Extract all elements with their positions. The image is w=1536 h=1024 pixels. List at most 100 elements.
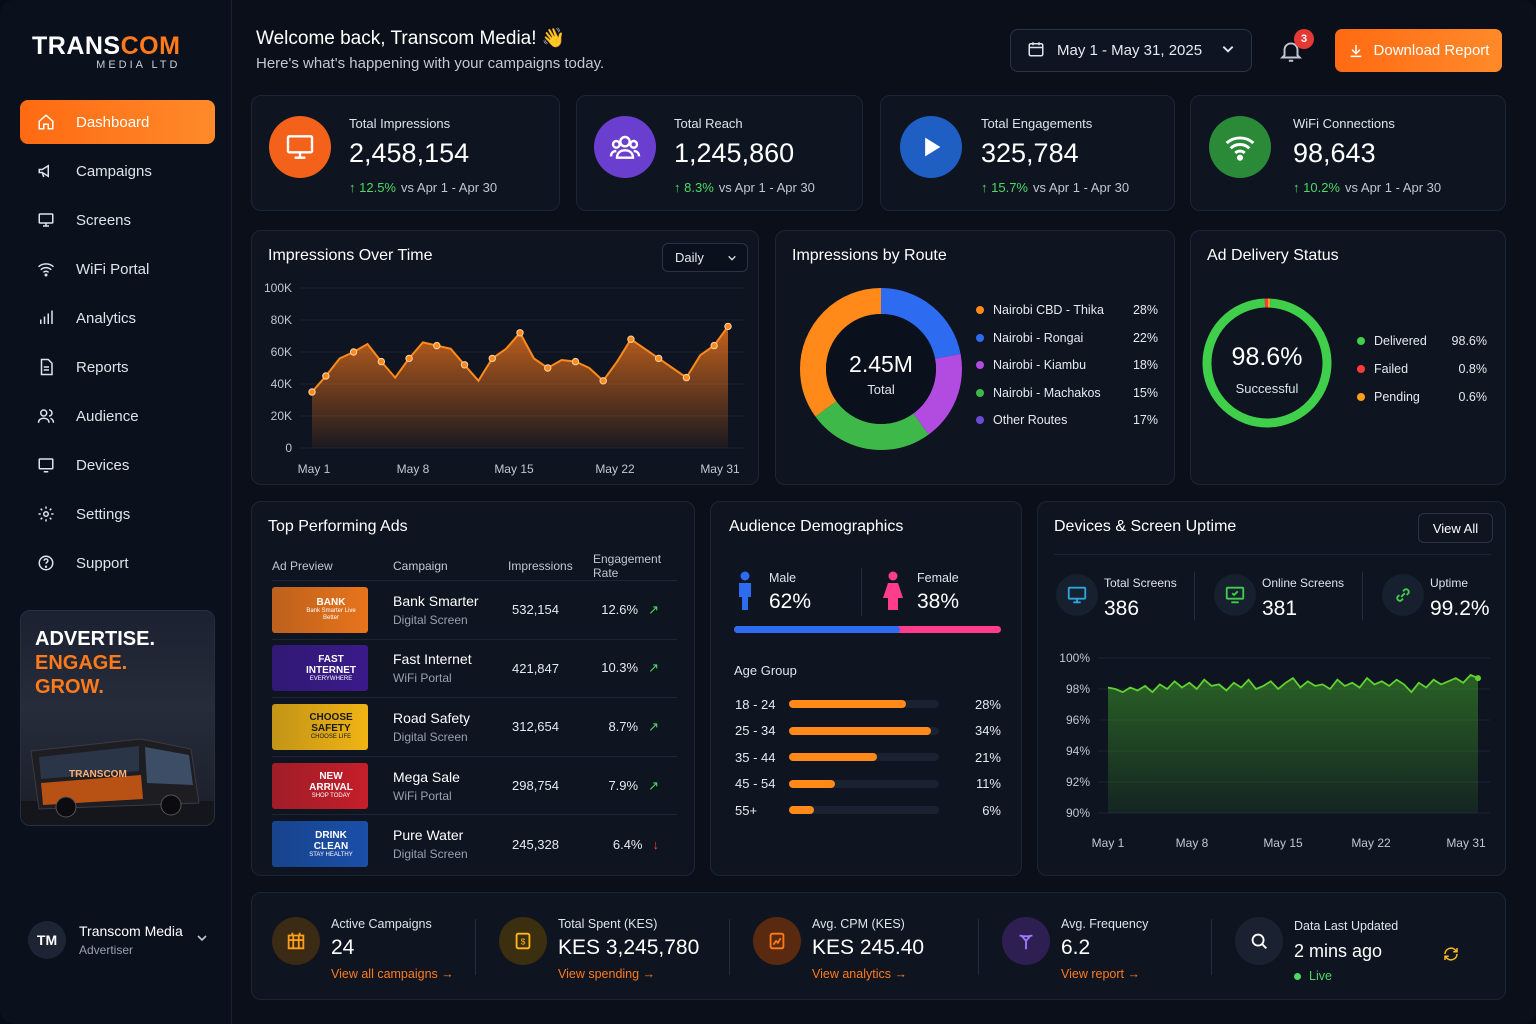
sidebar-item-settings[interactable]: Settings [20,492,215,536]
data-point[interactable] [349,348,358,356]
age-value: 6% [982,802,1001,818]
data-point[interactable] [627,335,635,343]
donut-slice[interactable] [800,288,962,450]
wallet-icon: $ [499,917,547,965]
data-point[interactable] [654,354,663,363]
legend-value: 0.8% [1458,362,1488,376]
legend-label: Nairobi - Rongai [993,330,1084,345]
ad-preview-cell: DRINK CLEAN STAY HEALTHY [272,814,393,874]
monitor-icon [1056,574,1098,616]
ad-thumbnail: BANK Bank Smarter Live Better [272,586,368,633]
impressions-cell: 421,847 [508,638,593,698]
download-report-button[interactable]: Download Report [1335,29,1502,72]
data-point[interactable] [460,361,469,369]
data-point[interactable] [571,357,580,366]
sidebar-item-devices[interactable]: Devices [20,443,215,487]
legend-value: 0.6% [1458,390,1488,404]
ad-thumbnail-title: DRINK CLEAN [313,829,349,852]
data-point[interactable] [433,341,441,350]
ring-segment[interactable] [1202,298,1332,428]
age-label: 55+ [735,802,758,818]
uptime-stat-value: 99.2% [1430,597,1490,620]
bottom-stat-label: Avg. CPM (KES) [812,917,905,931]
user-profile[interactable]: TM Transcom Media Advertiser [28,920,208,960]
engagement-rate-cell: 8.7% ↗ [593,697,677,757]
arrow-up-right-icon: ↗ [648,601,659,617]
sidebar-item-dashboard[interactable]: Dashboard [20,100,215,144]
x-tick-label: May 15 [494,462,534,476]
campaign-name: Pure Water [393,827,464,844]
ad-thumbnail-subtitle: CHOOSE LIFE [310,734,352,741]
sidebar-item-reports[interactable]: Reports [20,345,215,389]
data-point[interactable] [516,329,524,337]
sidebar-item-screens[interactable]: Screens [20,198,215,242]
table-row[interactable]: NEW ARRIVAL SHOP TODAY Mega Sale WiFi Porta… [272,755,677,815]
monitor-icon [269,116,331,178]
kpi-card-engagements[interactable]: Total Engagements 325,784 ↑ 15.7% vs Apr … [880,95,1175,211]
bottom-stat-label: Avg. Frequency [1061,917,1149,931]
uptime-stat-value: 381 [1262,597,1298,620]
kpi-card-reach[interactable]: Total Reach 1,245,860 ↑ 8.3% vs Apr 1 - A… [576,95,863,211]
ad-delivery-status-card: Ad Delivery Status 98.6% Successful Deli… [1190,230,1506,485]
female-label: Female [917,571,959,585]
data-point[interactable] [682,373,691,382]
sidebar-item-wifi-portal[interactable]: WiFi Portal [20,247,215,291]
age-bar-fill [789,779,835,788]
data-point[interactable] [1475,675,1481,682]
legend-label: Nairobi - Kiambu [993,358,1087,372]
bottom-stat-link[interactable]: View all campaigns → [331,967,454,981]
data-point[interactable] [405,354,413,363]
data-point[interactable] [308,388,316,396]
table-row[interactable]: CHOOSE SAFETY CHOOSE LIFE Road Safety Digit… [272,697,677,757]
ad-thumbnail: CHOOSE SAFETY CHOOSE LIFE [272,703,368,750]
refresh-icon[interactable] [1442,945,1462,965]
legend-value: 15% [1132,385,1158,400]
data-point[interactable] [377,357,386,366]
arrow-up-icon: ↑ [349,180,356,195]
granularity-select[interactable]: Daily [662,243,748,272]
date-range-picker[interactable]: May 1 - May 31, 2025 [1010,29,1252,72]
table-row[interactable]: BANK Bank Smarter Live Better Bank Smarter… [272,580,677,640]
sidebar-item-support[interactable]: Support [20,541,215,585]
uptime-area-chart: 100% 98% 96% 94% 92% 90% May 1 May 8 May 15 May 2… [1059,651,1490,850]
bell-icon[interactable] [1278,38,1306,66]
bottom-stat-link[interactable]: View analytics → [812,967,907,981]
impressions-cell: 298,754 [508,755,593,815]
chevron-down-icon[interactable] [196,931,208,949]
brand-logo[interactable]: TRANSCOM MEDIA LTD [32,32,181,71]
delivery-center-label: Successful [1235,381,1299,396]
legend-dot [1357,365,1365,373]
campaign-cell: Pure Water Digital Screen [393,814,508,874]
campaign-cell: Road Safety Digital Screen [393,697,508,757]
donut-slice[interactable] [800,288,962,450]
ad-thumbnail-title: CHOOSE SAFETY [309,712,353,735]
sidebar-item-campaigns[interactable]: Campaigns [20,149,215,193]
donut-slice[interactable] [800,288,962,450]
data-point[interactable] [599,377,607,385]
campaign-cell: Bank Smarter Digital Screen [393,580,508,640]
bottom-stat-link[interactable]: View spending → [558,967,656,981]
x-tick-label: May 1 [298,462,331,476]
data-point[interactable] [544,364,552,372]
bottom-stat-link[interactable]: View report → [1061,967,1140,981]
table-row[interactable]: FAST INTERNET EVERYWHERE Fast Internet WiFi… [272,638,677,698]
data-point[interactable] [724,322,732,331]
kpi-card-impressions[interactable]: Total Impressions 2,458,154 ↑ 12.5% vs Ap… [251,95,560,211]
bus-illustration: TRANSCOM [21,738,214,825]
data-point[interactable] [710,341,718,350]
sidebar-item-analytics[interactable]: Analytics [20,296,215,340]
campaign-name: Bank Smarter [393,592,479,609]
monitor-check-icon [1214,574,1256,616]
y-tick-label: 100% [1059,651,1090,665]
kpi-card-wifi-connections[interactable]: WiFi Connections 98,643 ↑ 10.2% vs Apr 1 … [1190,95,1506,211]
view-all-button[interactable]: View All [1418,513,1493,543]
ad-thumbnail-subtitle: EVERYWHERE [309,675,353,682]
x-tick-label: May 22 [1351,836,1391,850]
sidebar-item-audience[interactable]: Audience [20,394,215,438]
data-point[interactable] [322,372,330,380]
table-row[interactable]: DRINK CLEAN STAY HEALTHY Pure Water Digital… [272,814,677,874]
promo-banner[interactable]: ADVERTISE. ENGAGE. GROW. TRANSCOM [20,610,215,826]
data-point[interactable] [488,354,496,363]
y-tick-label: 90% [1066,806,1090,820]
ad-preview-cell: FAST INTERNET EVERYWHERE [272,638,393,698]
